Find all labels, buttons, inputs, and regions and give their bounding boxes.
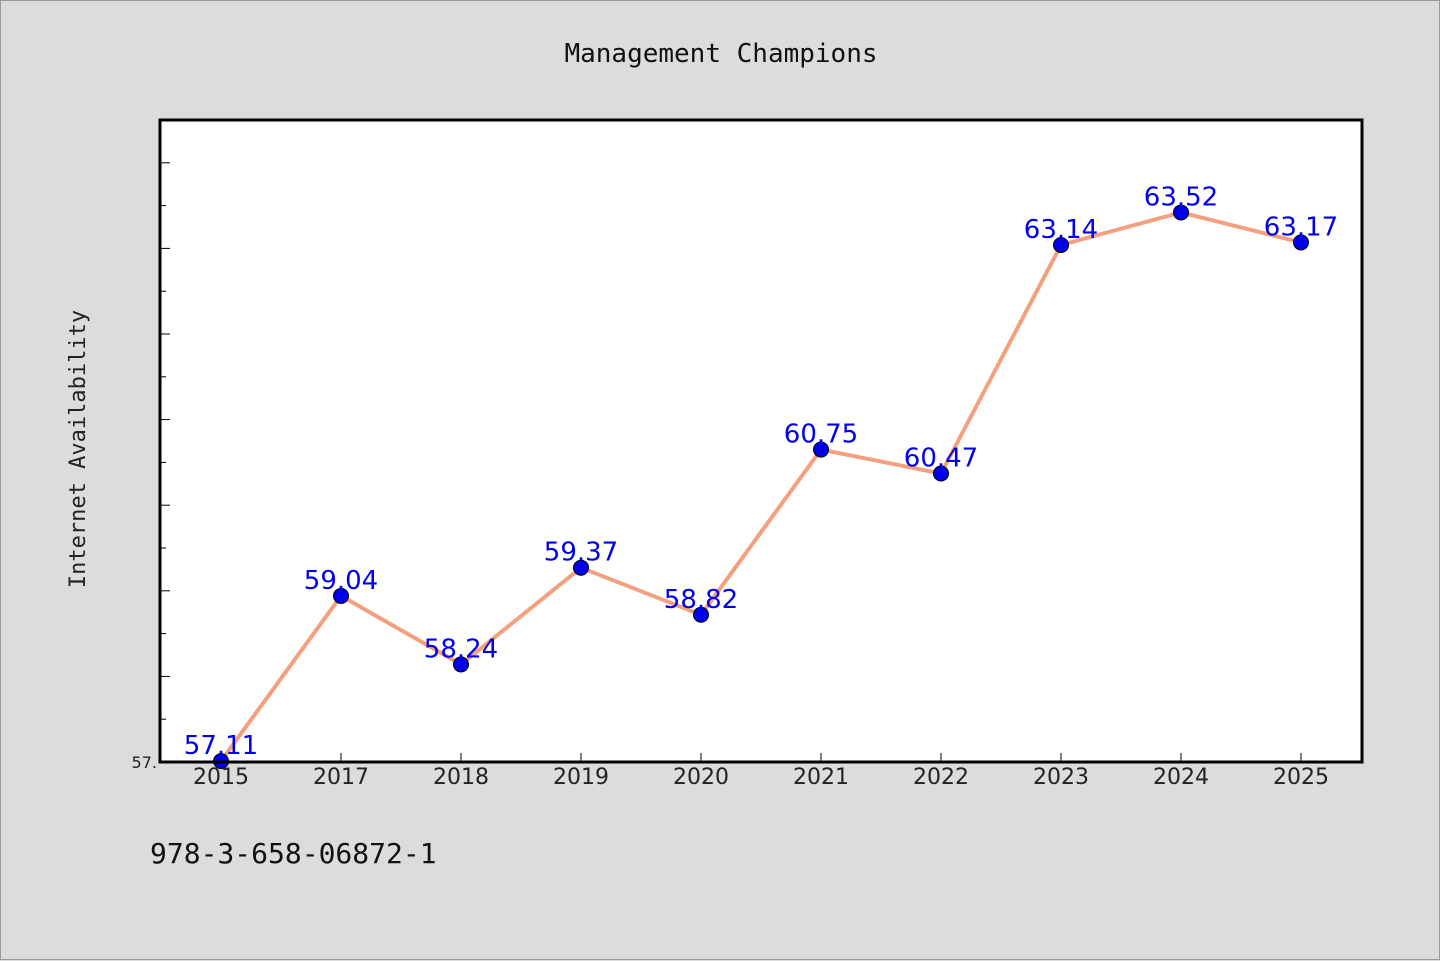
data-label: 63.52 — [1144, 182, 1218, 212]
x-tick-label: 2020 — [673, 765, 729, 790]
data-point — [1293, 234, 1309, 251]
data-label: 63.17 — [1264, 212, 1338, 242]
x-tick-label: 2018 — [433, 765, 489, 790]
plot-border — [158, 118, 1364, 764]
data-point — [453, 656, 469, 673]
x-tick-label: 2024 — [1153, 765, 1209, 790]
data-point — [333, 587, 349, 604]
data-point — [813, 441, 829, 458]
x-tick-label: 2023 — [1033, 765, 1089, 790]
data-label: 60.47 — [904, 444, 978, 474]
data-point — [573, 559, 589, 576]
x-tick-label: 2015 — [193, 765, 249, 790]
data-point — [693, 606, 709, 623]
x-tick-labels: 2015 2017 2018 2019 2020 2021 2022 2023 2024 2025 — [193, 765, 1329, 790]
x-tick-label: 2017 — [313, 765, 369, 790]
data-labels: 57.11 59.04 58.24 59.37 58.82 60.75 60.47 63.14… — [184, 182, 1338, 761]
data-label: 60.75 — [784, 420, 858, 450]
data-label: 58.82 — [664, 585, 738, 615]
data-point — [933, 465, 949, 482]
x-tick-label: 2025 — [1273, 765, 1329, 790]
x-tick-label: 2019 — [553, 765, 609, 790]
data-label: 59.04 — [304, 566, 378, 596]
series-line — [219, 210, 1302, 763]
data-label: 57.11 — [184, 731, 258, 761]
x-tick-label: 2021 — [793, 765, 849, 790]
y-tick-label: 57. — [132, 753, 157, 772]
y-axis-label: Internet Availability — [66, 310, 91, 588]
data-label: 63.14 — [1024, 215, 1098, 245]
chart-title: Management Champions — [564, 39, 877, 69]
isbn-footer: 978-3-658-06872-1 — [150, 837, 437, 870]
data-point — [1173, 204, 1189, 221]
data-label: 58.24 — [424, 634, 498, 664]
x-tick-label: 2022 — [913, 765, 969, 790]
data-point — [1053, 236, 1069, 253]
plot-area — [160, 120, 1362, 762]
data-label: 59.37 — [544, 538, 618, 568]
